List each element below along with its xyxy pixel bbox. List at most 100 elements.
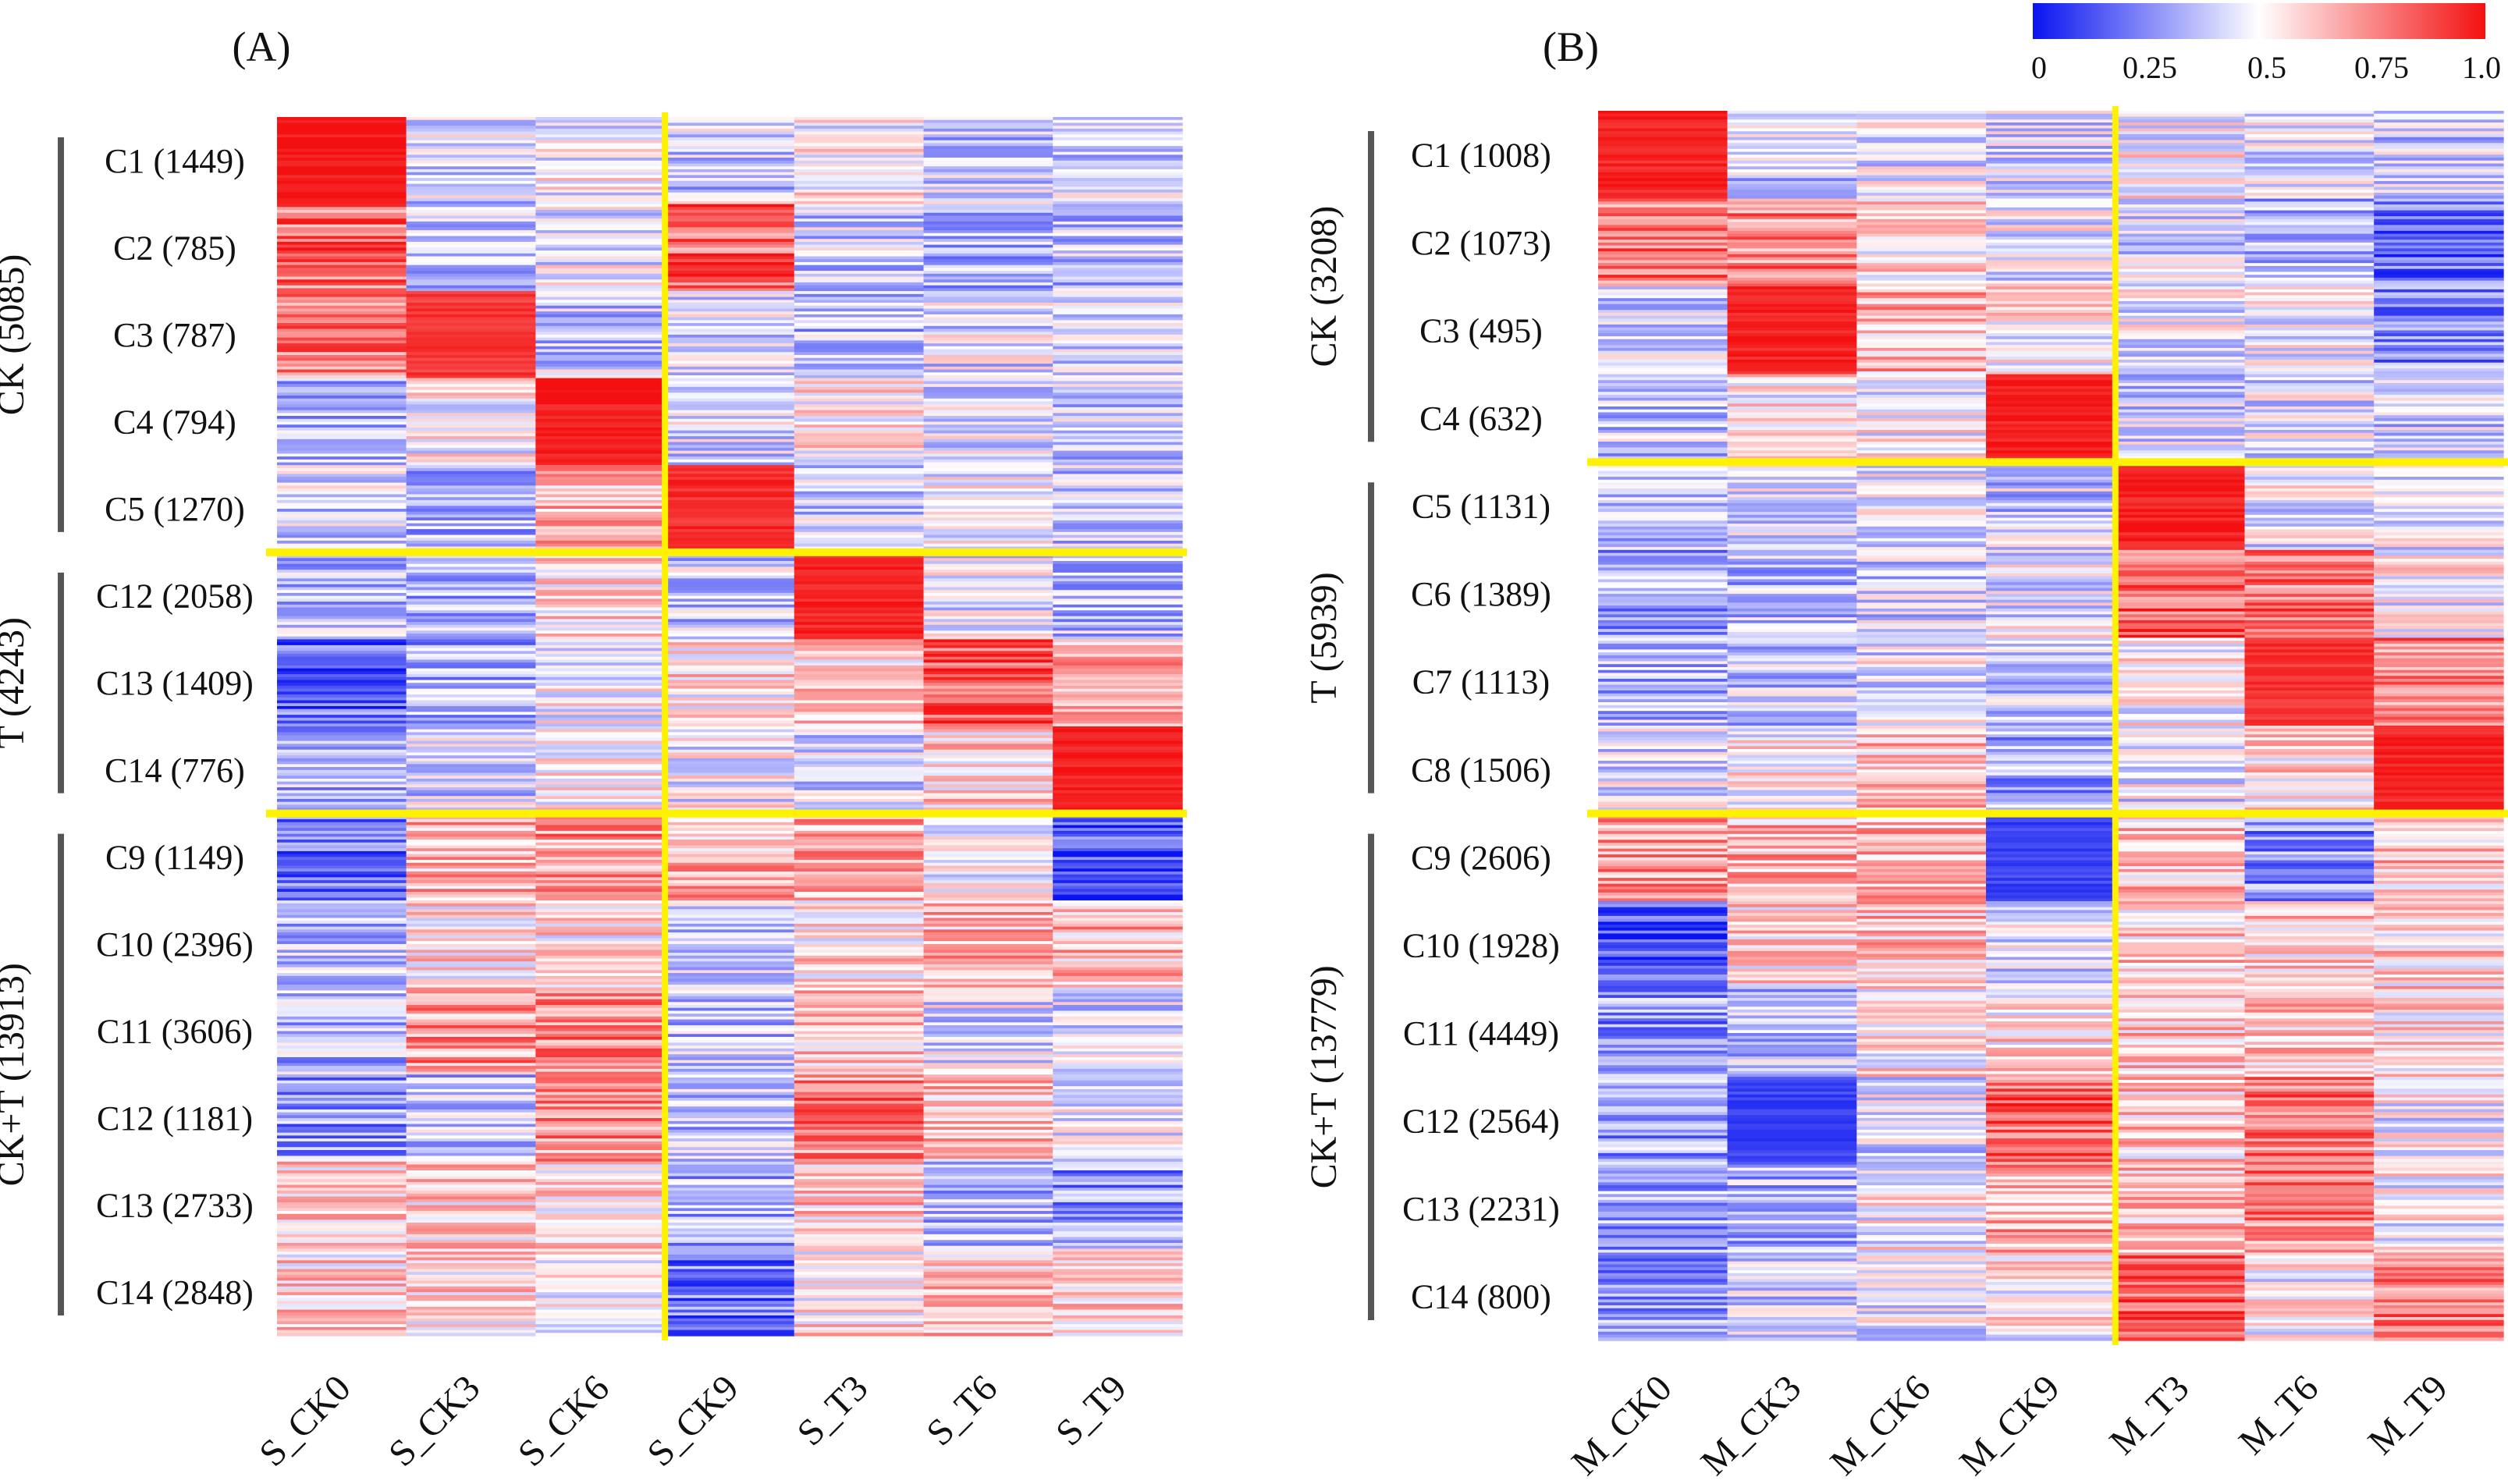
- heatmap-cell: [2115, 726, 2246, 815]
- cell-stripe: [535, 459, 666, 463]
- cell-stripe: [794, 848, 925, 852]
- cell-stripe: [1598, 442, 1728, 446]
- cell-stripe: [923, 1120, 1053, 1125]
- cell-stripe: [2244, 368, 2375, 372]
- cell-stripe: [2115, 705, 2246, 709]
- cell-stripe: [2244, 588, 2375, 591]
- cell-stripe: [794, 999, 925, 1003]
- cell-stripe: [406, 1173, 537, 1177]
- cell-stripe: [535, 239, 666, 243]
- cell-stripe: [2374, 737, 2504, 741]
- cell-stripe: [1053, 300, 1183, 304]
- cell-stripe: [1986, 242, 2116, 247]
- cell-stripe: [2244, 544, 2375, 548]
- cell-stripe: [923, 735, 1053, 739]
- cell-stripe: [2244, 512, 2375, 516]
- cell-stripe: [277, 154, 407, 158]
- cell-stripe: [794, 1042, 925, 1046]
- cell-stripe: [923, 1315, 1053, 1319]
- cell-stripe: [1986, 154, 2116, 158]
- cell-stripe: [923, 918, 1053, 921]
- cell-stripe: [794, 1127, 925, 1131]
- cell-stripe: [794, 346, 925, 350]
- cell-stripe: [277, 1066, 407, 1070]
- cell-stripe: [406, 842, 537, 847]
- cell-stripe: [665, 602, 795, 605]
- cell-stripe: [1053, 1127, 1183, 1131]
- cell-stripe: [2115, 751, 2246, 756]
- heatmap-cell: [923, 813, 1053, 901]
- cell-stripe: [794, 328, 925, 332]
- cell-stripe: [794, 1063, 925, 1067]
- cell-stripe: [1053, 1028, 1183, 1032]
- cell-stripe: [794, 720, 925, 724]
- cell-stripe: [1727, 333, 1858, 337]
- cell-stripe: [923, 993, 1053, 997]
- cell-stripe: [406, 604, 537, 609]
- cell-stripe: [2374, 228, 2504, 232]
- cell-stripe: [794, 825, 925, 829]
- cell-stripe: [665, 175, 795, 179]
- cell-stripe: [1598, 421, 1728, 425]
- cell-stripe: [794, 1213, 925, 1218]
- cell-stripe: [535, 253, 666, 257]
- cell-stripe: [406, 833, 537, 837]
- cell-stripe: [277, 1074, 407, 1078]
- cell-stripe: [1986, 415, 2116, 419]
- cell-stripe: [1053, 1167, 1183, 1171]
- cell-stripe: [277, 1176, 407, 1180]
- cell-stripe: [1598, 658, 1728, 662]
- cell-stripe: [535, 499, 666, 504]
- cell-stripe: [1856, 289, 1987, 293]
- cell-stripe: [535, 1220, 666, 1223]
- cell-stripe: [923, 169, 1053, 173]
- cell-stripe: [277, 456, 407, 460]
- cell-stripe: [277, 386, 407, 391]
- cell-stripe: [2115, 324, 2246, 328]
- cell-stripe: [535, 676, 666, 681]
- cell-stripe: [1053, 183, 1183, 187]
- cell-stripe: [1598, 778, 1728, 782]
- cell-stripe: [277, 566, 407, 570]
- cell-stripe: [406, 740, 537, 744]
- cell-stripe: [2374, 151, 2504, 155]
- cell-stripe: [277, 747, 407, 751]
- cell-stripe: [277, 178, 407, 182]
- cell-stripe: [406, 683, 537, 687]
- cell-stripe: [923, 151, 1053, 155]
- cell-stripe: [1053, 642, 1183, 646]
- heatmap-cell: [1727, 286, 1858, 375]
- cell-stripe: [406, 325, 537, 330]
- cell-stripe: [923, 1272, 1053, 1276]
- cell-stripe: [923, 862, 1053, 867]
- cell-stripe: [794, 946, 925, 950]
- cell-stripe: [535, 117, 666, 121]
- cell-stripe: [1986, 687, 2116, 691]
- cell-stripe: [1598, 796, 1728, 800]
- heatmap-cell: [2374, 462, 2504, 551]
- cell-stripe: [1053, 921, 1183, 925]
- cell-stripe: [665, 364, 795, 367]
- cell-stripe: [1856, 556, 1987, 559]
- cell-stripe: [794, 427, 925, 431]
- cell-stripe: [535, 497, 666, 501]
- cell-stripe: [794, 761, 925, 765]
- cell-stripe: [1856, 716, 1987, 721]
- cell-stripe: [2244, 567, 2375, 571]
- cell-stripe: [1986, 233, 2116, 237]
- cell-stripe: [535, 1106, 666, 1110]
- cell-stripe: [406, 845, 537, 849]
- cell-stripe: [2115, 576, 2246, 580]
- cell-stripe: [2115, 474, 2246, 478]
- heatmap-cell: [923, 204, 1053, 292]
- cell-stripe: [1856, 524, 1987, 527]
- cell-stripe: [406, 953, 537, 957]
- cell-stripe: [406, 644, 537, 649]
- cell-stripe: [665, 346, 795, 350]
- cell-stripe: [2115, 377, 2246, 381]
- cell-stripe: [923, 253, 1053, 257]
- cell-stripe: [1727, 113, 1858, 118]
- cell-stripe: [535, 407, 666, 411]
- cell-stripe: [277, 769, 407, 774]
- cell-stripe: [406, 636, 537, 641]
